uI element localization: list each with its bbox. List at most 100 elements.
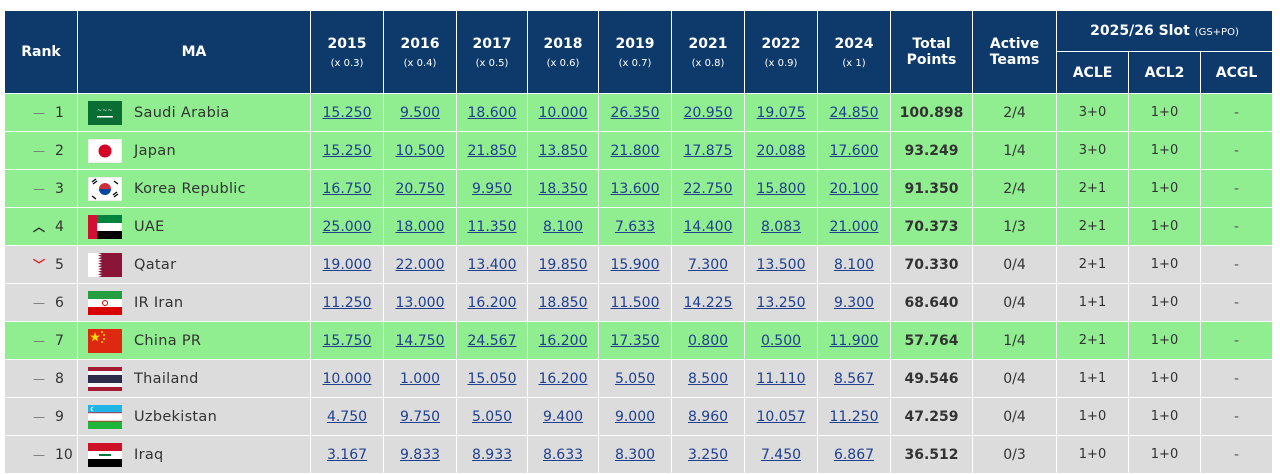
points-link[interactable]: 8.083	[760, 218, 802, 235]
points-cell[interactable]: 6.867	[817, 435, 891, 474]
points-link[interactable]: 13.600	[610, 180, 660, 197]
points-link[interactable]: 0.800	[687, 332, 729, 349]
points-cell[interactable]: 10.500	[383, 131, 457, 170]
points-cell[interactable]: 15.050	[456, 359, 528, 398]
points-link[interactable]: 20.750	[395, 180, 445, 197]
points-link[interactable]: 9.950	[471, 180, 513, 197]
points-cell[interactable]: 14.750	[383, 321, 457, 360]
points-cell[interactable]: 10.057	[744, 397, 818, 436]
points-link[interactable]: 0.500	[760, 332, 802, 349]
points-cell[interactable]: 7.450	[744, 435, 818, 474]
points-link[interactable]: 19.850	[538, 256, 588, 273]
points-cell[interactable]: 15.900	[598, 245, 672, 284]
points-link[interactable]: 7.300	[687, 256, 729, 273]
points-link[interactable]: 9.833	[399, 446, 441, 463]
points-cell[interactable]: 9.400	[527, 397, 599, 436]
points-cell[interactable]: 21.850	[456, 131, 528, 170]
points-link[interactable]: 11.350	[467, 218, 517, 235]
points-cell[interactable]: 25.000	[310, 207, 384, 246]
points-cell[interactable]: 24.567	[456, 321, 528, 360]
points-link[interactable]: 9.300	[833, 294, 875, 311]
points-link[interactable]: 7.450	[760, 446, 802, 463]
points-cell[interactable]: 11.500	[598, 283, 672, 322]
points-cell[interactable]: 15.800	[744, 169, 818, 208]
points-cell[interactable]: 20.100	[817, 169, 891, 208]
points-cell[interactable]: 8.100	[527, 207, 599, 246]
points-cell[interactable]: 11.250	[817, 397, 891, 436]
points-link[interactable]: 19.000	[322, 256, 372, 273]
points-cell[interactable]: 21.000	[817, 207, 891, 246]
points-link[interactable]: 14.750	[395, 332, 445, 349]
points-cell[interactable]: 15.750	[310, 321, 384, 360]
points-cell[interactable]: 8.500	[671, 359, 745, 398]
points-link[interactable]: 8.100	[833, 256, 875, 273]
points-cell[interactable]: 4.750	[310, 397, 384, 436]
points-cell[interactable]: 16.200	[527, 359, 599, 398]
points-link[interactable]: 19.075	[756, 104, 806, 121]
points-cell[interactable]: 17.600	[817, 131, 891, 170]
points-link[interactable]: 10.500	[395, 142, 445, 159]
points-link[interactable]: 20.950	[683, 104, 733, 121]
points-link[interactable]: 25.000	[322, 218, 372, 235]
points-link[interactable]: 20.088	[756, 142, 806, 159]
points-cell[interactable]: 8.960	[671, 397, 745, 436]
points-cell[interactable]: 16.750	[310, 169, 384, 208]
points-cell[interactable]: 18.350	[527, 169, 599, 208]
points-link[interactable]: 10.000	[322, 370, 372, 387]
points-cell[interactable]: 24.850	[817, 93, 891, 132]
points-cell[interactable]: 5.050	[456, 397, 528, 436]
points-cell[interactable]: 14.400	[671, 207, 745, 246]
points-link[interactable]: 15.900	[610, 256, 660, 273]
points-cell[interactable]: 8.567	[817, 359, 891, 398]
points-cell[interactable]: 16.200	[456, 283, 528, 322]
points-cell[interactable]: 11.250	[310, 283, 384, 322]
points-link[interactable]: 15.250	[322, 104, 372, 121]
points-link[interactable]: 24.850	[829, 104, 879, 121]
points-cell[interactable]: 9.750	[383, 397, 457, 436]
points-cell[interactable]: 14.225	[671, 283, 745, 322]
points-link[interactable]: 11.250	[322, 294, 372, 311]
points-link[interactable]: 7.633	[614, 218, 656, 235]
points-cell[interactable]: 8.633	[527, 435, 599, 474]
points-link[interactable]: 8.633	[542, 446, 584, 463]
points-link[interactable]: 3.250	[687, 446, 729, 463]
points-cell[interactable]: 13.400	[456, 245, 528, 284]
points-cell[interactable]: 7.300	[671, 245, 745, 284]
points-cell[interactable]: 8.300	[598, 435, 672, 474]
points-cell[interactable]: 11.900	[817, 321, 891, 360]
points-link[interactable]: 21.850	[467, 142, 517, 159]
points-cell[interactable]: 5.050	[598, 359, 672, 398]
points-link[interactable]: 13.250	[756, 294, 806, 311]
points-link[interactable]: 11.250	[829, 408, 879, 425]
points-link[interactable]: 11.110	[756, 370, 806, 387]
points-link[interactable]: 15.050	[467, 370, 517, 387]
points-cell[interactable]: 8.933	[456, 435, 528, 474]
points-cell[interactable]: 15.250	[310, 93, 384, 132]
points-cell[interactable]: 11.110	[744, 359, 818, 398]
points-link[interactable]: 8.960	[687, 408, 729, 425]
points-link[interactable]: 14.225	[683, 294, 733, 311]
points-link[interactable]: 16.200	[538, 370, 588, 387]
points-link[interactable]: 4.750	[326, 408, 368, 425]
points-cell[interactable]: 13.850	[527, 131, 599, 170]
points-cell[interactable]: 3.250	[671, 435, 745, 474]
points-cell[interactable]: 13.250	[744, 283, 818, 322]
points-link[interactable]: 9.750	[399, 408, 441, 425]
points-cell[interactable]: 9.500	[383, 93, 457, 132]
points-link[interactable]: 20.100	[829, 180, 879, 197]
points-link[interactable]: 14.400	[683, 218, 733, 235]
points-cell[interactable]: 18.000	[383, 207, 457, 246]
points-cell[interactable]: 17.875	[671, 131, 745, 170]
points-cell[interactable]: 9.000	[598, 397, 672, 436]
points-link[interactable]: 21.000	[829, 218, 879, 235]
points-cell[interactable]: 13.600	[598, 169, 672, 208]
points-cell[interactable]: 16.200	[527, 321, 599, 360]
points-cell[interactable]: 18.600	[456, 93, 528, 132]
points-cell[interactable]: 20.750	[383, 169, 457, 208]
points-cell[interactable]: 20.950	[671, 93, 745, 132]
points-link[interactable]: 16.200	[538, 332, 588, 349]
points-link[interactable]: 16.750	[322, 180, 372, 197]
points-link[interactable]: 13.400	[467, 256, 517, 273]
points-link[interactable]: 22.000	[395, 256, 445, 273]
points-link[interactable]: 17.350	[610, 332, 660, 349]
